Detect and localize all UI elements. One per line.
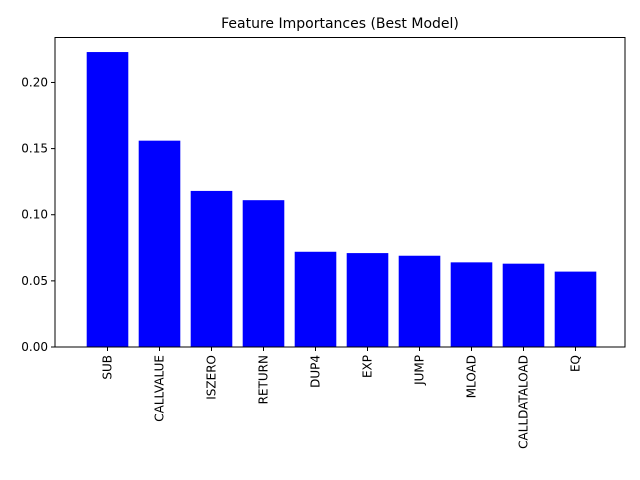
y-axis: 0.00 0.05 0.10 0.15 0.20 — [21, 75, 55, 354]
bar-iszero — [190, 190, 233, 347]
y-tick-label: 0.15 — [21, 142, 48, 156]
y-tick-label: 0.05 — [21, 274, 48, 288]
bar-jump — [398, 255, 441, 347]
x-tick-label: CALLDATALOAD — [517, 355, 531, 449]
bar-calldataload — [502, 263, 545, 347]
y-tick-label: 0.20 — [21, 75, 48, 89]
bar-dup4 — [294, 251, 337, 347]
x-tick-label: CALLVALUE — [153, 355, 167, 422]
bar-return — [242, 200, 285, 347]
x-tick-label: JUMP — [413, 355, 427, 386]
x-tick-label: EQ — [569, 355, 583, 372]
x-tick-label: EXP — [361, 355, 375, 378]
bar-callvalue — [138, 140, 181, 347]
x-axis: SUB CALLVALUE ISZERO RETURN DUP4 EXP JUMP MLOAD… — [101, 347, 583, 449]
y-tick-label: 0.00 — [21, 340, 48, 354]
bar-eq — [554, 271, 597, 347]
x-tick-label: ISZERO — [205, 355, 219, 400]
plot-area-frame — [54, 37, 626, 348]
chart-title: Feature Importances (Best Model) — [221, 16, 459, 32]
y-tick-label: 0.10 — [21, 208, 48, 222]
bar-mload — [450, 262, 493, 347]
bar-sub — [86, 52, 129, 348]
x-tick-label: MLOAD — [465, 355, 479, 398]
x-tick-label: RETURN — [257, 355, 271, 404]
bars-group — [86, 52, 597, 348]
x-tick-label: DUP4 — [309, 355, 323, 388]
bar-exp — [346, 253, 389, 347]
x-tick-label: SUB — [101, 355, 115, 380]
